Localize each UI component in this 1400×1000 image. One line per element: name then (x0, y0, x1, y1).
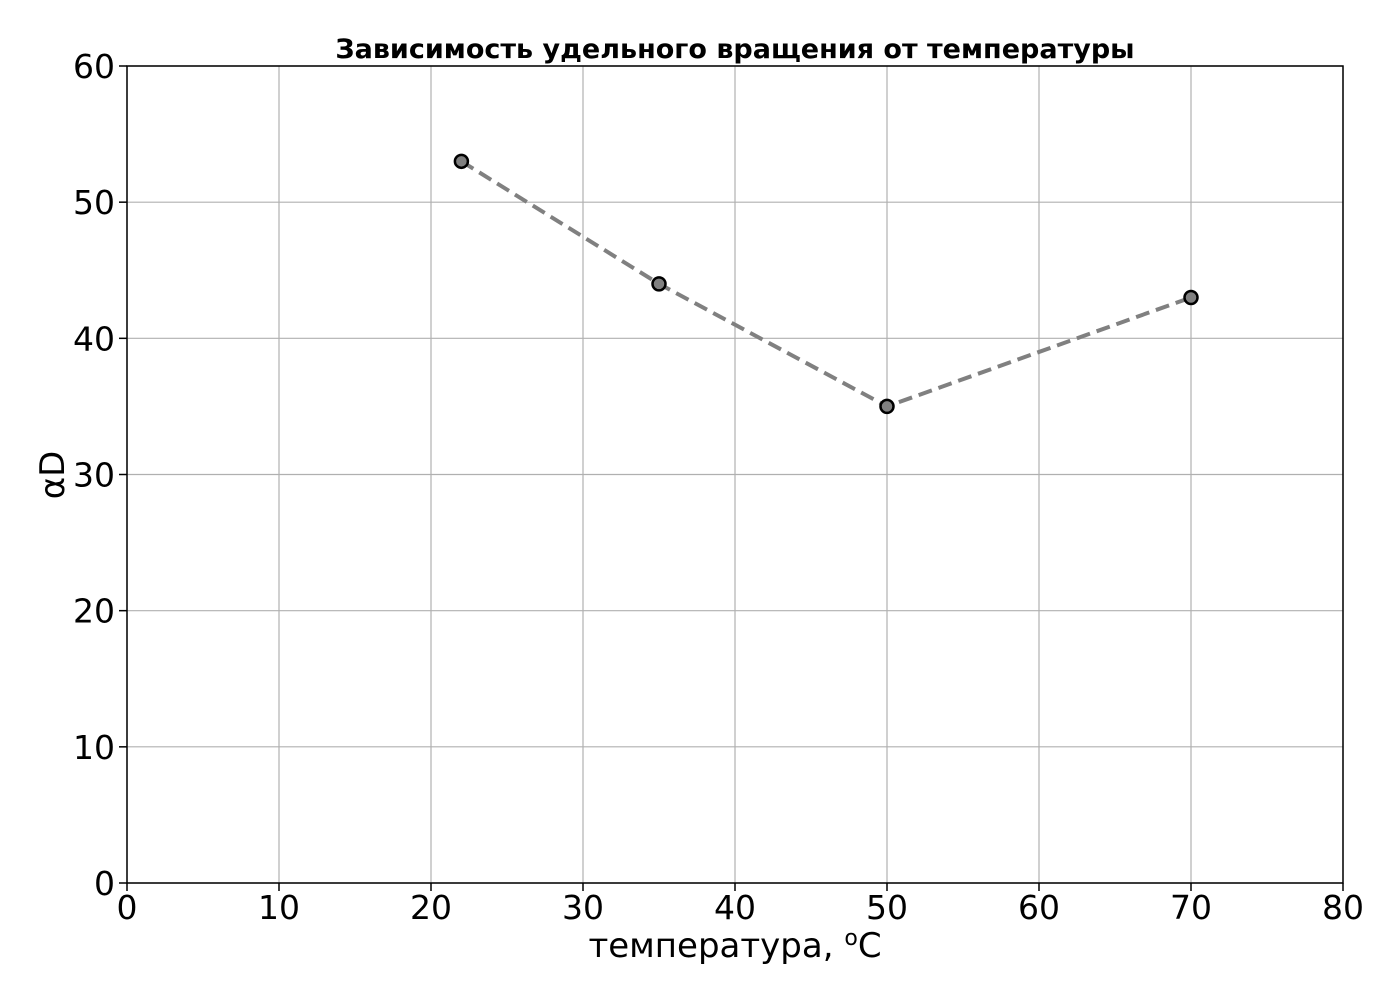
series-line (460, 159, 1192, 409)
data-point (1183, 289, 1199, 306)
y-tick-label: 0 (94, 864, 115, 903)
x-tick-label: 0 (117, 888, 138, 927)
y-axis-label: αD (33, 451, 73, 500)
x-tick-label: 20 (410, 888, 452, 927)
y-tick-label: 60 (73, 47, 115, 86)
y-tick-label: 30 (73, 456, 115, 495)
y-tick-label: 10 (73, 728, 115, 767)
y-tick-label: 20 (73, 592, 115, 631)
data-point (453, 153, 470, 170)
y-tick-label: 50 (73, 183, 115, 222)
y-tick-label: 40 (73, 319, 115, 358)
x-axis-label-superscript: o (844, 926, 857, 951)
ticks: 0 10 20 30 40 50 60 70 80 0 10 20 30 40 50 60 (73, 47, 1364, 927)
x-tick-label: 10 (258, 888, 300, 927)
x-tick-label: 70 (1170, 888, 1212, 927)
x-tick-label: 80 (1322, 888, 1364, 927)
x-axis-label-main: температура, (588, 926, 844, 966)
x-tick-label: 30 (562, 888, 604, 927)
x-axis-label: температура, oC (588, 926, 881, 966)
x-tick-label: 60 (1018, 888, 1060, 927)
grid (126, 65, 1344, 884)
data-point (651, 276, 667, 292)
x-axis-label-unit: C (858, 926, 882, 966)
data-point (879, 398, 895, 415)
chart-title: Зависимость удельного вращения от темпер… (335, 34, 1134, 65)
series-layer (453, 153, 1199, 415)
x-tick-label: 40 (714, 888, 756, 927)
x-tick-label: 50 (866, 888, 908, 927)
